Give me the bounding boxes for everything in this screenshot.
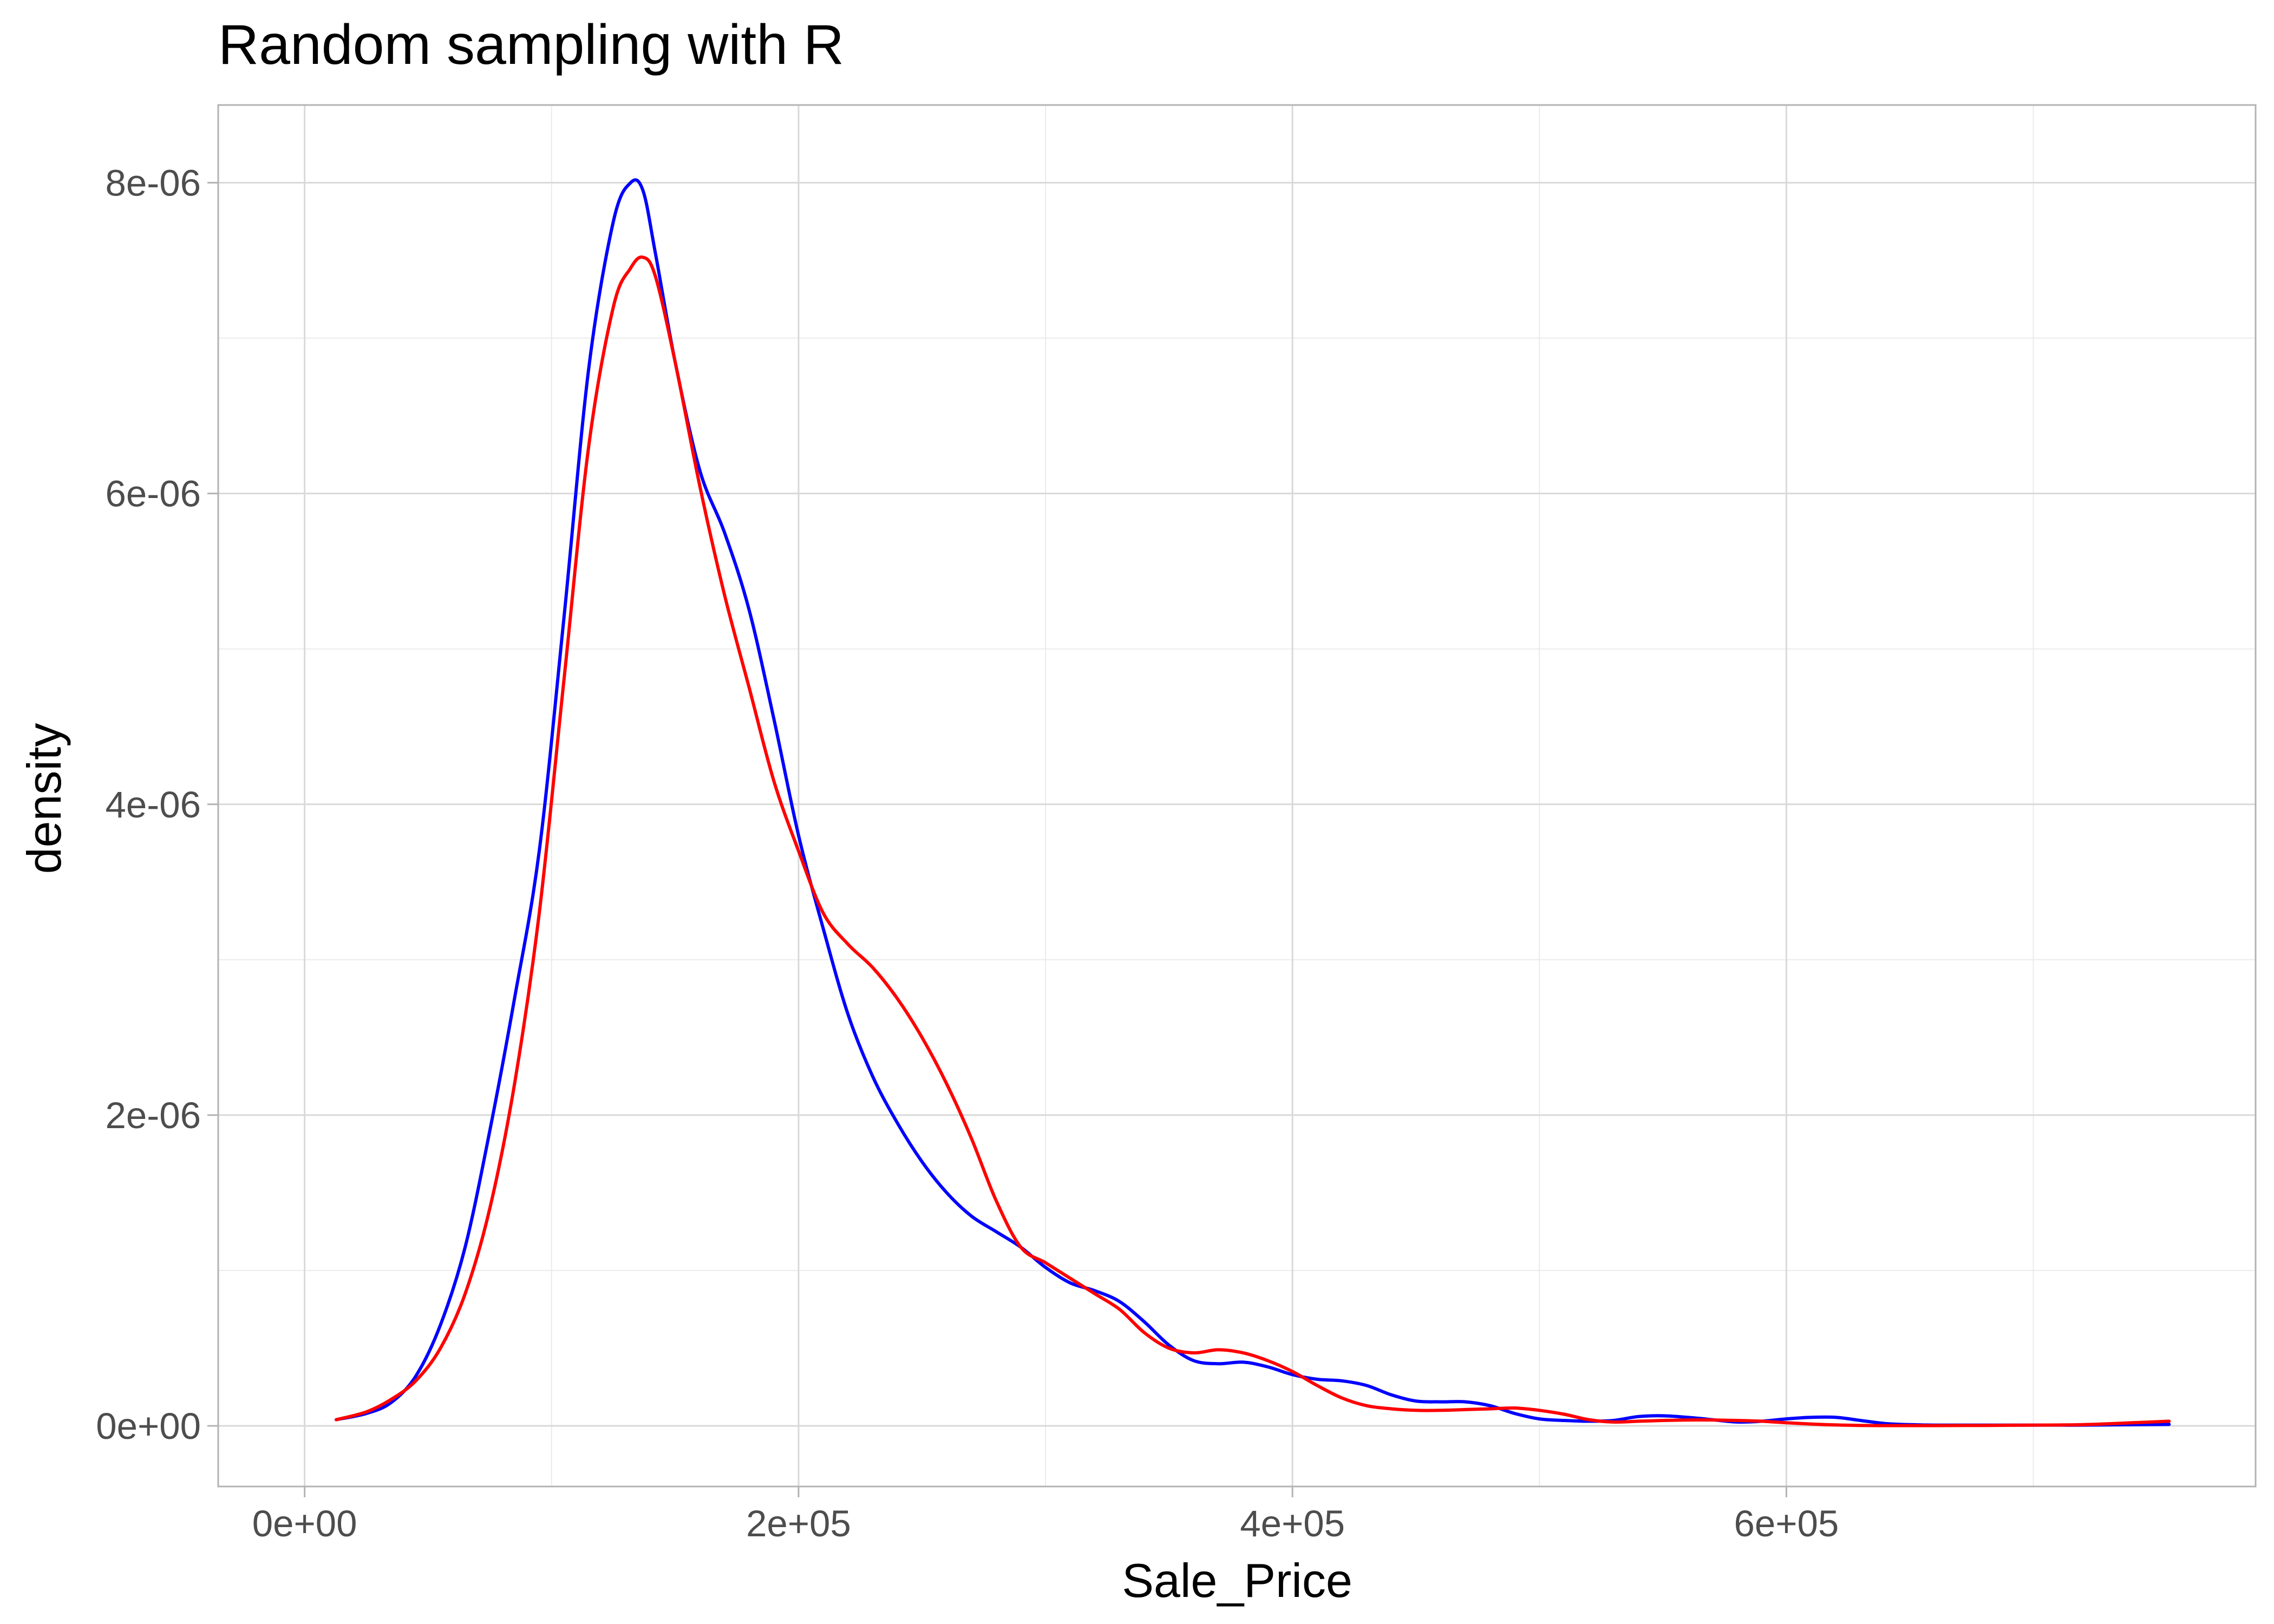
x-tick-label-2: 4e+05	[1240, 1503, 1345, 1544]
y-tick-label-4: 8e-06	[106, 162, 201, 204]
y-axis-title: density	[17, 723, 71, 874]
y-axis: 0e+00 2e-06 4e-06 6e-06 8e-06	[96, 162, 218, 1447]
x-axis-title: Sale_Price	[1122, 1554, 1352, 1607]
chart-title: Random sampling with R	[218, 14, 844, 76]
y-tick-label-1: 2e-06	[106, 1095, 201, 1136]
y-tick-label-3: 6e-06	[106, 473, 201, 515]
x-axis: 0e+00 2e+05 4e+05 6e+05	[252, 1487, 1839, 1544]
y-tick-label-0: 0e+00	[96, 1405, 201, 1447]
x-tick-label-0: 0e+00	[252, 1503, 357, 1544]
panel-border	[217, 104, 2257, 1488]
minor-gridlines	[218, 105, 2256, 1487]
density-line-1	[335, 255, 2171, 1427]
series-layer	[335, 178, 2171, 1427]
y-tick-label-2: 4e-06	[106, 784, 201, 826]
x-tick-label-1: 2e+05	[746, 1503, 851, 1544]
x-tick-label-3: 6e+05	[1734, 1503, 1839, 1544]
